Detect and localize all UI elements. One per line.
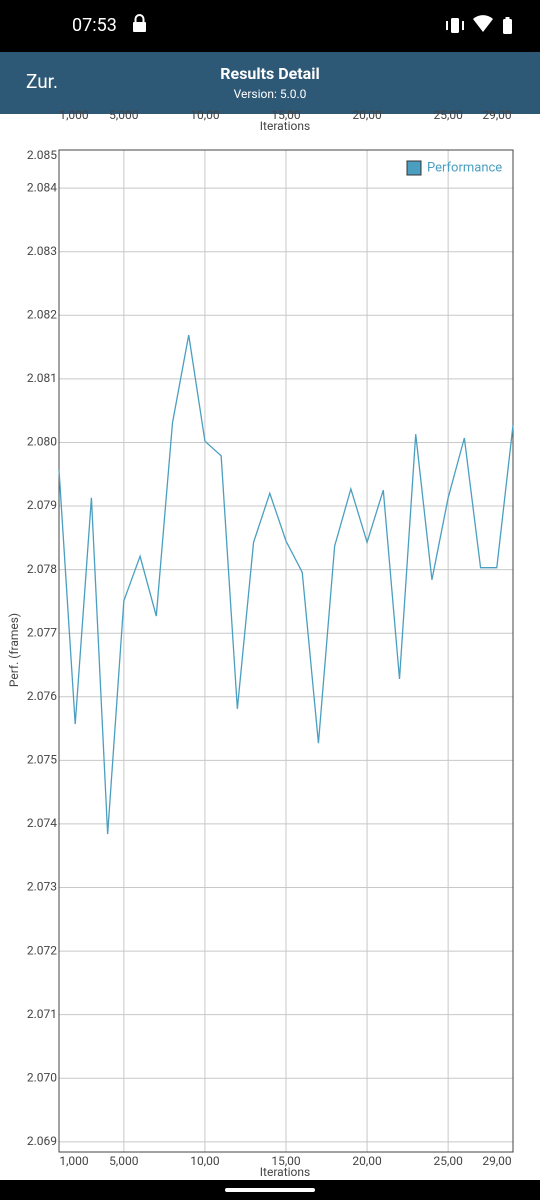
x-tick-label: 10,00 — [190, 1154, 220, 1168]
y-tick-label: 2.085 — [27, 148, 57, 162]
legend-label: Performance — [427, 160, 502, 175]
data-line — [58, 334, 514, 835]
back-button[interactable]: Zur. — [26, 70, 58, 93]
x-tick-label: 15,00 — [271, 1154, 301, 1168]
x-tick-label-top: 5,000 — [109, 108, 139, 122]
x-tick-label-top: 20,00 — [352, 108, 382, 122]
status-icons — [446, 15, 512, 34]
x-tick-label: 20,00 — [352, 1154, 382, 1168]
x-tick-label-top: 10,00 — [190, 108, 220, 122]
y-tick-label: 2.078 — [27, 562, 57, 576]
x-tick-label: 29,00 — [482, 1154, 512, 1168]
app-title: Results Detail — [220, 64, 319, 83]
y-tick-label: 2.075 — [27, 753, 57, 767]
y-tick-label: 2.080 — [27, 435, 57, 449]
x-axis-title: Iterations — [260, 1165, 310, 1179]
x-tick-label-top: 25,00 — [433, 108, 463, 122]
y-tick-label: 2.072 — [27, 943, 57, 957]
legend-swatch — [406, 160, 422, 176]
lock-icon — [133, 14, 146, 32]
y-tick-label: 2.073 — [27, 880, 57, 894]
x-tick-label: 25,00 — [433, 1154, 463, 1168]
y-tick-label: 2.071 — [27, 1007, 57, 1021]
plot-border — [58, 149, 514, 1153]
y-tick-label: 2.070 — [27, 1070, 57, 1084]
y-tick-label: 2.076 — [27, 689, 57, 703]
y-tick-label: 2.079 — [27, 498, 57, 512]
y-tick-label: 2.084 — [27, 180, 57, 194]
x-tick-label: 1,000 — [59, 1154, 89, 1168]
y-tick-label: 2.081 — [27, 371, 57, 385]
y-axis-title: Perf. (frames) — [7, 613, 21, 687]
y-tick-label: 2.083 — [27, 244, 57, 258]
app-bar — [0, 52, 540, 114]
status-bar — [0, 0, 540, 52]
y-tick-label: 2.074 — [27, 816, 57, 830]
x-tick-label-top: 1,000 — [59, 108, 89, 122]
y-tick-label: 2.082 — [27, 307, 57, 321]
home-handle[interactable] — [225, 1188, 315, 1192]
y-tick-label: 2.077 — [27, 625, 57, 639]
chart: 2.069 2.070 2.071 2.072 2.073 2.074 2.075 2.076… — [27, 108, 514, 1168]
y-tick-label: 2.069 — [27, 1134, 57, 1148]
x-tick-label-top: 29,00 — [482, 108, 512, 122]
x-tick-label-top: 15,00 — [271, 108, 301, 122]
x-tick-label: 5,000 — [109, 1154, 139, 1168]
x-axis-title-top: Iterations — [260, 119, 310, 133]
status-time: 07:53 — [72, 15, 117, 36]
app-subtitle: Version: 5.0.0 — [234, 87, 307, 101]
